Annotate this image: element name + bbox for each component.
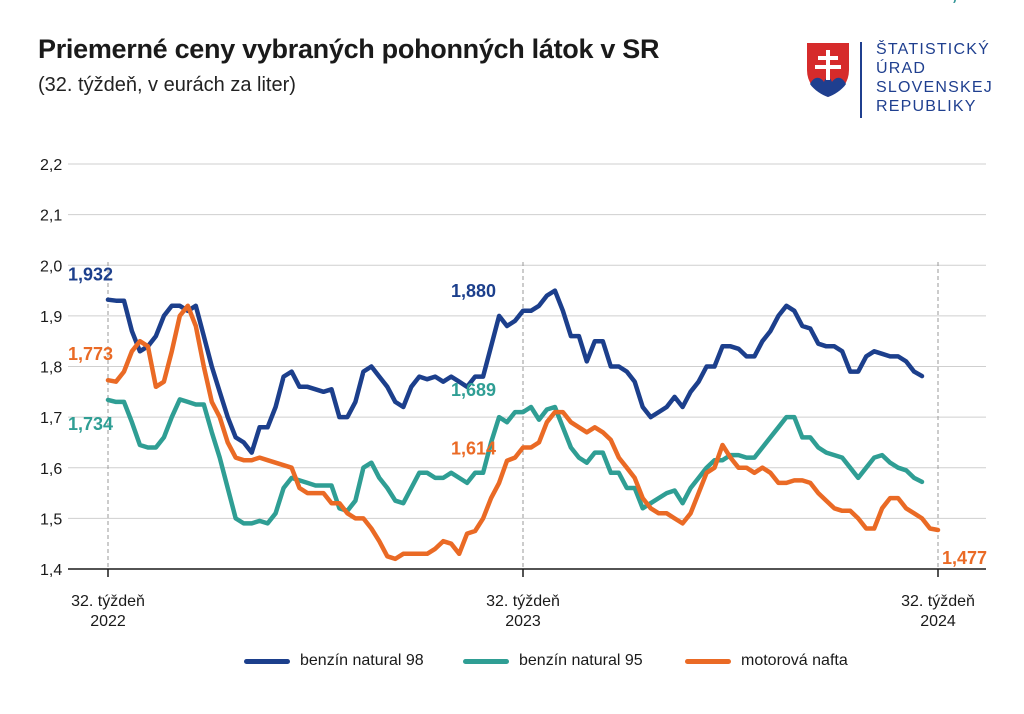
- legend-label-diesel: motorová nafta: [741, 652, 848, 669]
- y-tick-label: 1,4: [40, 562, 62, 579]
- chart-subtitle: (32. týždeň, v eurách za liter): [38, 74, 296, 96]
- logo-text: ŠTATISTICKÝ ÚRAD SLOVENSKEJ REPUBLIKY: [876, 40, 993, 116]
- slovak-coat-of-arms-icon: [805, 41, 851, 100]
- data-label: 1,614: [451, 439, 496, 459]
- data-label: 1,572: [942, 0, 987, 4]
- logo-divider: [860, 42, 862, 118]
- series-line-natural-98: [105, 288, 925, 455]
- legend-label-natural-95: benzín natural 95: [519, 652, 643, 669]
- data-label: 1,734: [68, 414, 113, 434]
- legend-item-natural-98: benzín natural 98: [244, 652, 424, 670]
- y-tick-label: 2,0: [40, 258, 62, 275]
- data-label: 1,880: [451, 281, 496, 301]
- legend-label-natural-98: benzín natural 98: [300, 652, 424, 669]
- y-tick-label: 2,1: [40, 208, 62, 225]
- y-tick-label: 1,8: [40, 360, 62, 377]
- logo-line-3: SLOVENSKEJ: [876, 79, 993, 96]
- data-label: 1,781: [942, 0, 987, 4]
- x-tick-label: 32. týždeň: [486, 593, 560, 610]
- legend-swatch-natural-95: [463, 658, 509, 664]
- data-label: 1,773: [68, 344, 113, 364]
- legend-item-diesel: motorová nafta: [685, 652, 848, 670]
- logo-line-2: ÚRAD: [876, 60, 927, 77]
- y-tick-label: 1,5: [40, 511, 62, 528]
- chart-title: Priemerné ceny vybraných pohonných látok…: [38, 34, 660, 64]
- logo-line-1: ŠTATISTICKÝ: [876, 41, 990, 58]
- data-label: 1,689: [451, 380, 496, 400]
- legend-swatch-diesel: [685, 658, 731, 664]
- x-tick-label: 32. týždeň: [901, 593, 975, 610]
- susr-logo: ŠTATISTICKÝ ÚRAD SLOVENSKEJ REPUBLIKY: [804, 40, 994, 120]
- y-tick-label: 1,7: [40, 410, 62, 427]
- y-tick-label: 2,2: [40, 157, 62, 174]
- data-label: 1,932: [68, 265, 113, 285]
- legend-swatch-natural-98: [244, 658, 290, 664]
- series-line-diesel: [105, 303, 941, 562]
- logo-line-4: REPUBLIKY: [876, 98, 977, 115]
- chart-legend: benzín natural 98 benzín natural 95 moto…: [0, 652, 1024, 676]
- y-tick-label: 1,6: [40, 461, 62, 478]
- data-label: 1,477: [942, 548, 987, 568]
- series-line-natural-95: [105, 397, 925, 526]
- x-tick-label-year: 2022: [90, 613, 126, 630]
- legend-item-natural-95: benzín natural 95: [463, 652, 643, 670]
- x-tick-label: 32. týždeň: [71, 593, 145, 610]
- y-tick-label: 1,9: [40, 309, 62, 326]
- x-tick-label-year: 2024: [920, 613, 956, 630]
- x-tick-label-year: 2023: [505, 613, 541, 630]
